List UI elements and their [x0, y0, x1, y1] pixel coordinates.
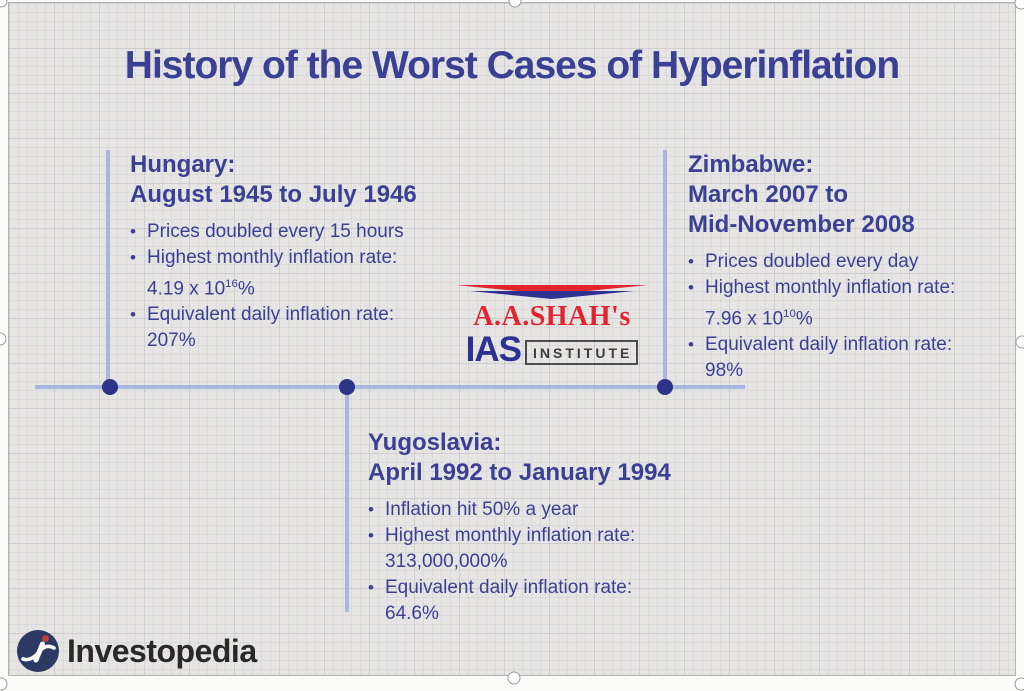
investopedia-logo: Investopedia: [16, 629, 257, 673]
yugoslavia-bullet2-value: 313,000,000%: [368, 549, 712, 575]
yugoslavia-bullet2-label: Highest monthly inflation rate:: [385, 523, 635, 549]
bullet-icon: [368, 523, 385, 549]
section-hungary: Hungary: August 1945 to July 1946 Prices…: [130, 150, 464, 354]
hungary-bullet1: Prices doubled every 15 hours: [147, 219, 404, 245]
section-zimbabwe: Zimbabwe: March 2007 to Mid-November 200…: [688, 150, 1004, 384]
timeline-axis: [35, 385, 745, 389]
aashah-brand-text: A.A.SHAH's: [452, 302, 652, 332]
resize-handle-right-middle[interactable]: [1016, 336, 1024, 349]
hungary-timeline-dot: [102, 379, 118, 395]
bullet-icon: [368, 497, 385, 523]
bullet-icon: [130, 302, 147, 328]
bullet-icon: [130, 219, 147, 245]
yugoslavia-bullet3-value: 64.6%: [368, 601, 712, 627]
yugoslavia-country: Yugoslavia:: [368, 428, 712, 458]
yugoslavia-timeline-dot: [339, 379, 355, 395]
resize-handle-bottom-right[interactable]: [1015, 678, 1024, 691]
list-item: Equivalent daily inflation rate:: [688, 332, 1004, 358]
zimbabwe-bullet3-label: Equivalent daily inflation rate:: [705, 332, 952, 358]
resize-handle-bottom-center[interactable]: [508, 672, 521, 685]
resize-handle-left-middle[interactable]: [0, 333, 7, 346]
list-item: Prices doubled every 15 hours: [130, 219, 464, 245]
yugoslavia-period: April 1992 to January 1994: [368, 458, 712, 488]
yugoslavia-bullet1: Inflation hit 50% a year: [385, 497, 578, 523]
page-title: History of the Worst Cases of Hyperinfla…: [0, 44, 1024, 88]
hungary-bullet2-value: 4.19 x 1016%: [130, 271, 464, 302]
aashah-institute-logo: A.A.SHAH's IAS INSTITUTE: [452, 282, 652, 366]
ias-acronym-text: IAS: [466, 333, 521, 366]
hungary-bullet3-value: 207%: [130, 328, 464, 354]
hungary-connector-line: [106, 150, 110, 386]
zimbabwe-timeline-dot: [657, 379, 673, 395]
value-unit: %: [796, 308, 813, 329]
zimbabwe-country: Zimbabwe:: [688, 150, 1004, 180]
hungary-bullet3-label: Equivalent daily inflation rate:: [147, 302, 394, 328]
bullet-icon: [688, 332, 705, 358]
hungary-bullets: Prices doubled every 15 hours Highest mo…: [130, 219, 464, 354]
hungary-country: Hungary:: [130, 150, 464, 180]
yugoslavia-connector-line: [345, 387, 349, 612]
value-mantissa: 4.19 x 10: [147, 278, 225, 299]
hungary-heading: Hungary: August 1945 to July 1946: [130, 150, 464, 210]
yugoslavia-heading: Yugoslavia: April 1992 to January 1994: [368, 428, 712, 488]
resize-handle-top-left[interactable]: [0, 0, 8, 8]
zimbabwe-bullet1: Prices doubled every day: [705, 249, 918, 275]
value-exponent: 16: [225, 278, 238, 290]
wings-swoosh-icon: [454, 282, 650, 302]
zimbabwe-heading: Zimbabwe: March 2007 to Mid-November 200…: [688, 150, 1004, 240]
bullet-icon: [130, 245, 147, 271]
zimbabwe-period-line2: Mid-November 2008: [688, 210, 1004, 240]
hungary-bullet2-label: Highest monthly inflation rate:: [147, 245, 397, 271]
list-item: Highest monthly inflation rate:: [688, 275, 1004, 301]
investopedia-wordmark: Investopedia: [67, 633, 257, 670]
list-item: Equivalent daily inflation rate:: [130, 302, 464, 328]
yugoslavia-bullets: Inflation hit 50% a year Highest monthly…: [368, 497, 712, 627]
ias-institute-row: IAS INSTITUTE: [452, 333, 652, 366]
zimbabwe-bullet3-value: 98%: [688, 358, 1004, 384]
resize-handle-bottom-left[interactable]: [0, 678, 8, 691]
value-mantissa: 7.96 x 10: [705, 308, 783, 329]
value-unit: %: [238, 278, 255, 299]
value-exponent: 10: [783, 308, 796, 320]
zimbabwe-connector-line: [663, 150, 667, 386]
list-item: Highest monthly inflation rate:: [368, 523, 712, 549]
list-item: Inflation hit 50% a year: [368, 497, 712, 523]
yugoslavia-bullet3-label: Equivalent daily inflation rate:: [385, 575, 632, 601]
zimbabwe-bullet2-label: Highest monthly inflation rate:: [705, 275, 955, 301]
investopedia-circle-i-icon: [16, 629, 60, 673]
bullet-icon: [688, 275, 705, 301]
list-item: Highest monthly inflation rate:: [130, 245, 464, 271]
institute-boxed-text: INSTITUTE: [525, 340, 638, 365]
bullet-icon: [688, 249, 705, 275]
bullet-icon: [368, 575, 385, 601]
list-item: Equivalent daily inflation rate:: [368, 575, 712, 601]
list-item: Prices doubled every day: [688, 249, 1004, 275]
zimbabwe-bullet2-value: 7.96 x 1010%: [688, 301, 1004, 332]
zimbabwe-period-line1: March 2007 to: [688, 180, 1004, 210]
section-yugoslavia: Yugoslavia: April 1992 to January 1994 I…: [368, 428, 712, 627]
hungary-period: August 1945 to July 1946: [130, 180, 464, 210]
zimbabwe-bullets: Prices doubled every day Highest monthly…: [688, 249, 1004, 384]
